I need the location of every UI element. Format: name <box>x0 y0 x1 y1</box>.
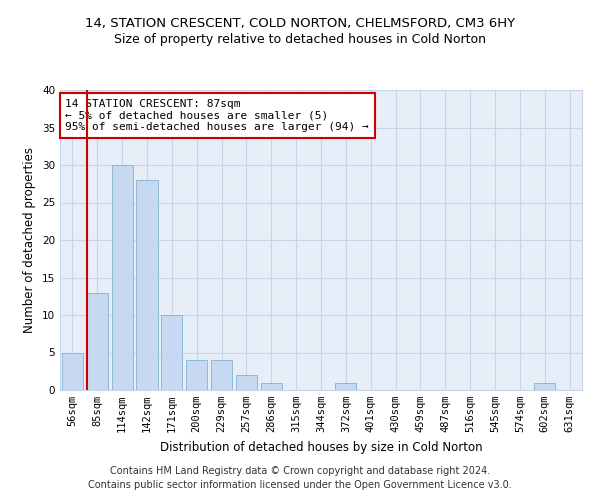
Y-axis label: Number of detached properties: Number of detached properties <box>23 147 37 333</box>
Text: 14 STATION CRESCENT: 87sqm
← 5% of detached houses are smaller (5)
95% of semi-d: 14 STATION CRESCENT: 87sqm ← 5% of detac… <box>65 99 369 132</box>
Bar <box>186 360 207 390</box>
Bar <box>87 292 108 390</box>
Bar <box>161 315 182 390</box>
Bar <box>211 360 232 390</box>
X-axis label: Distribution of detached houses by size in Cold Norton: Distribution of detached houses by size … <box>160 440 482 454</box>
Bar <box>62 352 83 390</box>
Text: Contains HM Land Registry data © Crown copyright and database right 2024.
Contai: Contains HM Land Registry data © Crown c… <box>88 466 512 490</box>
Text: Size of property relative to detached houses in Cold Norton: Size of property relative to detached ho… <box>114 32 486 46</box>
Bar <box>534 382 555 390</box>
Bar <box>335 382 356 390</box>
Bar <box>261 382 282 390</box>
Text: 14, STATION CRESCENT, COLD NORTON, CHELMSFORD, CM3 6HY: 14, STATION CRESCENT, COLD NORTON, CHELM… <box>85 18 515 30</box>
Bar <box>112 165 133 390</box>
Bar <box>136 180 158 390</box>
Bar <box>236 375 257 390</box>
